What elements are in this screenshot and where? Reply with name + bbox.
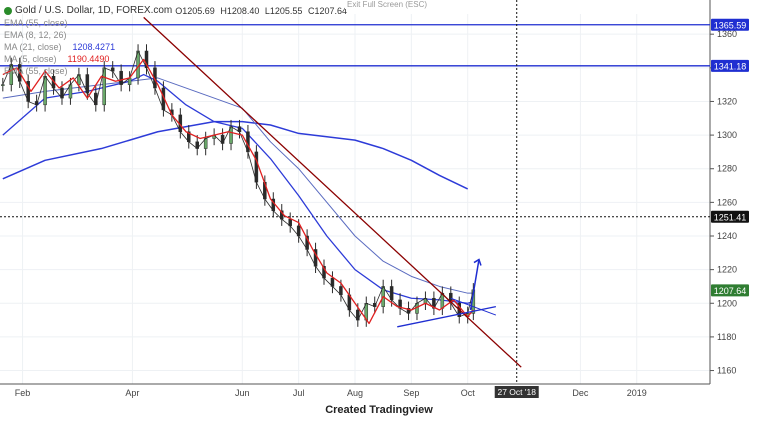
- x-tick-label: 2019: [627, 388, 647, 398]
- indicator-label: EMA (55, close): [4, 18, 68, 28]
- x-tick-label: Dec: [572, 388, 589, 398]
- indicator-row[interactable]: EMA (8, 12, 26): [4, 29, 350, 41]
- exit-fullscreen-hint[interactable]: Exit Full Screen (ESC): [345, 0, 430, 9]
- ma-red-line: [2, 58, 474, 325]
- breakout-arrow-head: [473, 258, 482, 266]
- y-tick-label: 1220: [717, 265, 737, 275]
- indicator-label: EMA (8, 12, 26): [4, 30, 67, 40]
- legend-title-row: Gold / U.S. Dollar, 1D, FOREX.com O1205.…: [4, 5, 350, 17]
- x-tick-label: Feb: [15, 388, 31, 398]
- price-level-badge: [711, 210, 749, 223]
- crosshair-date-label: 27 Oct '18: [497, 387, 536, 397]
- ohlc-close: C1207.64: [307, 6, 347, 16]
- x-tick-label: Jun: [235, 388, 250, 398]
- indicator-row[interactable]: EMA (55, close): [4, 17, 350, 29]
- indicator-value: 1190.4490: [67, 54, 110, 64]
- price-level-label: 1341.18: [714, 61, 747, 71]
- triangle-support-line: [397, 305, 497, 328]
- ema-long-line: [2, 77, 474, 294]
- price-level-badge: [711, 18, 749, 31]
- triangle-resistance-line: [450, 297, 497, 316]
- indicator-label: MA (21, close): [4, 42, 62, 52]
- y-tick-label: 1360: [717, 29, 737, 39]
- indicator-value: 1208.4271: [72, 42, 116, 52]
- price-level-badge: [711, 59, 749, 72]
- downtrend-line: [143, 16, 522, 368]
- price-line: [2, 50, 474, 321]
- last-price-badge: [711, 284, 749, 297]
- indicator-row[interactable]: MA (21, close) 1208.4271: [4, 41, 350, 53]
- status-dot-icon: [4, 7, 12, 15]
- y-tick-label: 1280: [717, 164, 737, 174]
- y-tick-label: 1240: [717, 231, 737, 241]
- legend: Gold / U.S. Dollar, 1D, FOREX.com O1205.…: [4, 5, 350, 77]
- y-tick-label: 1260: [717, 197, 737, 207]
- x-tick-label: Sep: [403, 388, 419, 398]
- ohlc-low: L1205.55: [264, 6, 303, 16]
- ohlc-open: O1205.69: [175, 6, 215, 16]
- x-tick-label: Aug: [347, 388, 363, 398]
- last-price-label: 1207.64: [714, 286, 747, 296]
- breakout-arrow: [469, 259, 480, 311]
- y-tick-label: 1320: [717, 96, 737, 106]
- price-level-label: 1365.59: [714, 20, 747, 30]
- symbol-title[interactable]: Gold / U.S. Dollar, 1D, FOREX.com: [15, 5, 173, 16]
- crosshair-date-badge: [494, 386, 539, 398]
- ohlc-high: H1208.40: [220, 6, 260, 16]
- x-tick-label: Apr: [125, 388, 139, 398]
- candle-body: [1, 84, 5, 86]
- ema-200-line: [2, 120, 469, 190]
- y-tick-label: 1300: [717, 130, 737, 140]
- price-level-label: 1251.41: [714, 212, 747, 222]
- indicator-label: EMA (55, close): [4, 66, 68, 76]
- caption: Created Tradingview: [325, 404, 433, 416]
- ema-blue-line: [2, 73, 474, 304]
- y-tick-label: 1180: [717, 332, 736, 342]
- x-tick-label: Jul: [293, 388, 305, 398]
- indicator-row[interactable]: EMA (55, close): [4, 65, 350, 77]
- indicator-row[interactable]: MA (5, close) 1190.4490: [4, 53, 350, 65]
- y-tick-label: 1200: [717, 298, 737, 308]
- indicator-label: MA (5, close): [4, 54, 57, 64]
- ohlc-values: O1205.69 H1208.40 L1205.55 C1207.64: [175, 5, 350, 17]
- y-tick-label: 1160: [717, 366, 736, 376]
- x-tick-label: Oct: [461, 388, 476, 398]
